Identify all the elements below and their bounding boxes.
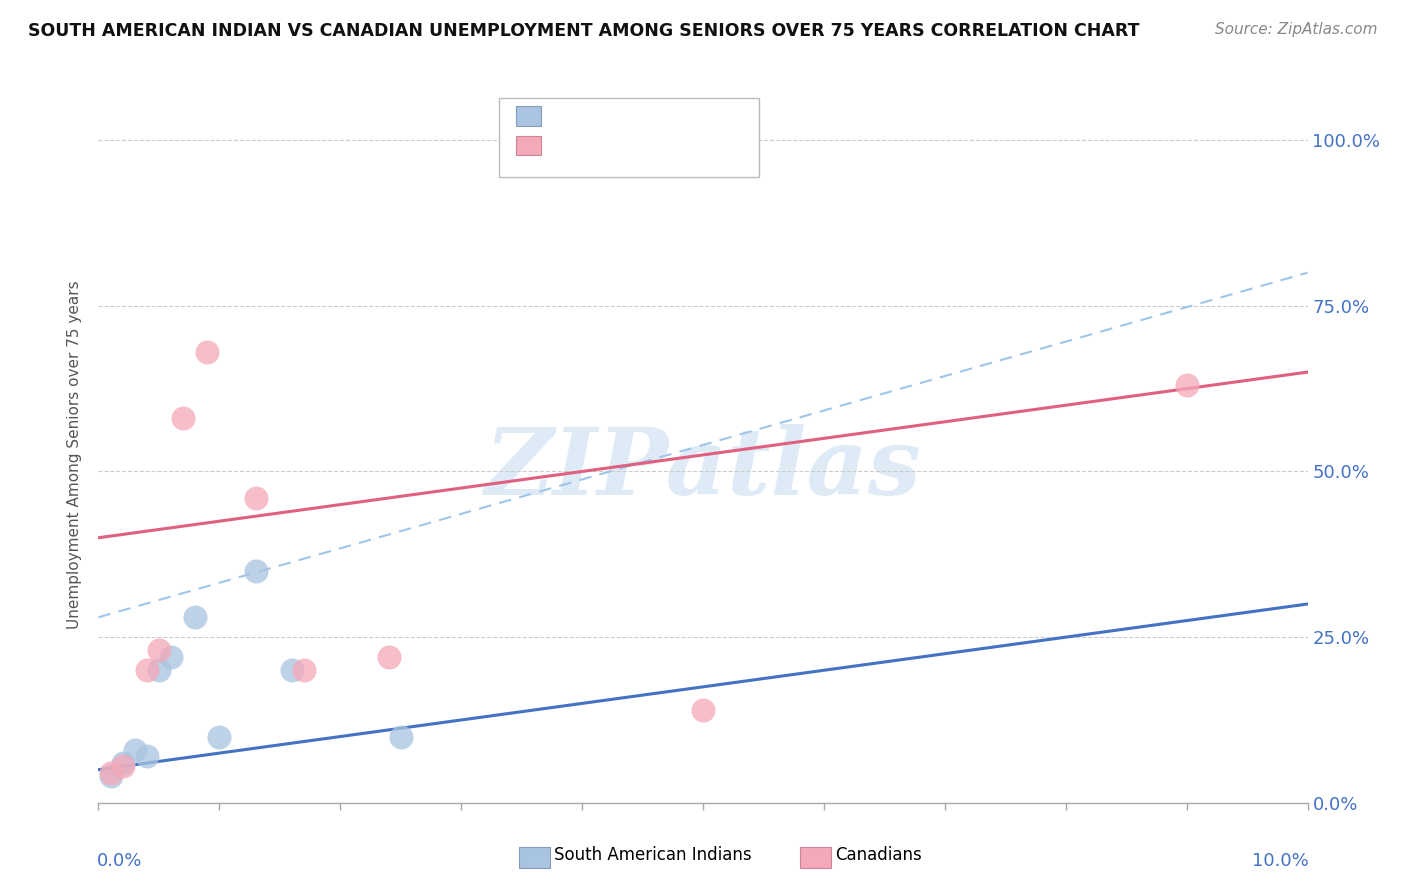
Text: Source: ZipAtlas.com: Source: ZipAtlas.com [1215,22,1378,37]
Point [160,650,183,665]
Text: SOUTH AMERICAN INDIAN VS CANADIAN UNEMPLOYMENT AMONG SENIORS OVER 75 YEARS CORRE: SOUTH AMERICAN INDIAN VS CANADIAN UNEMPL… [28,22,1140,40]
Point [172,411,194,425]
Point [245,491,267,505]
Point [100,769,122,783]
Text: South American Indians: South American Indians [554,847,752,864]
Text: N = 11: N = 11 [668,134,728,152]
Y-axis label: Unemployment Among Seniors over 75 years: Unemployment Among Seniors over 75 years [67,281,83,629]
Point [377,650,399,665]
Point [292,663,315,677]
Point [1175,378,1198,392]
Point [148,643,170,657]
Point [184,610,207,624]
Point [135,663,157,677]
Point [111,759,134,773]
Point [389,730,412,744]
Point [281,663,304,677]
Point [245,564,267,578]
Point [195,345,218,359]
Point [208,730,231,744]
Text: ZIPatlas: ZIPatlas [485,424,921,514]
Text: 0.0%: 0.0% [97,852,142,870]
Text: N = 11: N = 11 [668,104,728,122]
Point [124,743,146,757]
Point [111,756,134,770]
Text: 10.0%: 10.0% [1251,852,1309,870]
Text: R = 0.517: R = 0.517 [548,104,636,122]
Point [148,663,170,677]
Point [692,703,714,717]
Point [135,749,157,764]
Point [100,766,122,780]
Text: Canadians: Canadians [835,847,922,864]
Text: R = 0.197: R = 0.197 [548,134,636,152]
